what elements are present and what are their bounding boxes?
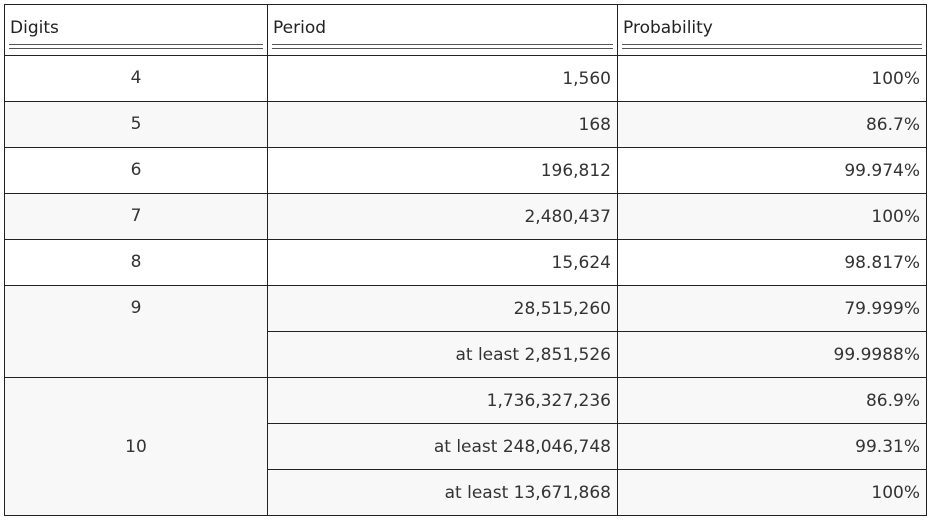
probability-cell: 99.9988% bbox=[617, 331, 927, 378]
digits-cell: 10 bbox=[4, 377, 268, 516]
header-probability: Probability bbox=[617, 4, 927, 56]
digits-cell: 6 bbox=[4, 147, 268, 194]
header-period-label: Period bbox=[273, 18, 327, 38]
header-digits-label: Digits bbox=[10, 18, 59, 38]
probability-cell: 99.974% bbox=[617, 147, 927, 194]
probability-cell: 86.9% bbox=[617, 377, 927, 424]
header-digits: Digits bbox=[4, 4, 268, 56]
header-row: Digits Period Probability bbox=[4, 4, 927, 56]
period-cell: at least 13,671,868 bbox=[267, 469, 618, 516]
probability-cell: 100% bbox=[617, 193, 927, 240]
probability-cell: 100% bbox=[617, 55, 927, 102]
period-cell: 2,480,437 bbox=[267, 193, 618, 240]
table-row: 4 1,560 100% bbox=[4, 55, 927, 102]
table-row: 6 196,812 99.974% bbox=[4, 147, 927, 194]
period-probability-table: Digits Period Probability 4 1,560 100% 5… bbox=[4, 4, 927, 516]
period-cell: 1,736,327,236 bbox=[267, 377, 618, 424]
table-row: at least 13,671,868 100% bbox=[5, 469, 927, 516]
period-cell: 168 bbox=[267, 101, 618, 148]
digits-cell: 7 bbox=[4, 193, 268, 240]
table-body: 4 1,560 100% 5 168 86.7% 6 196,812 99.97… bbox=[4, 55, 927, 516]
header-underline bbox=[622, 44, 922, 49]
table-row: 5 168 86.7% bbox=[4, 101, 927, 148]
digits-cell: 9 bbox=[4, 285, 268, 378]
header-period: Period bbox=[267, 4, 618, 56]
probability-cell: 79.999% bbox=[617, 285, 927, 332]
table-row: 8 15,624 98.817% bbox=[4, 239, 927, 286]
table-row: 7 2,480,437 100% bbox=[4, 193, 927, 240]
table-row: 10 1,736,327,236 86.9% bbox=[4, 377, 927, 516]
table-row: at least 2,851,526 99.9988% bbox=[5, 331, 927, 378]
digits-cell: 8 bbox=[4, 239, 268, 286]
period-cell: at least 248,046,748 bbox=[267, 423, 618, 470]
header-underline bbox=[9, 44, 263, 49]
probability-cell: 98.817% bbox=[617, 239, 927, 286]
table-header: Digits Period Probability bbox=[4, 4, 927, 56]
header-underline bbox=[272, 44, 613, 49]
period-cell: 196,812 bbox=[267, 147, 618, 194]
probability-cell: 100% bbox=[617, 469, 927, 516]
digits-cell: 5 bbox=[4, 101, 268, 148]
table-row: at least 248,046,748 99.31% bbox=[5, 423, 927, 470]
period-cell: at least 2,851,526 bbox=[267, 331, 618, 378]
period-cell: 1,560 bbox=[267, 55, 618, 102]
period-cell: 15,624 bbox=[267, 239, 618, 286]
table-row: 9 28,515,260 79.999% bbox=[4, 285, 927, 378]
header-probability-label: Probability bbox=[623, 18, 713, 38]
period-cell: 28,515,260 bbox=[267, 285, 618, 332]
probability-cell: 86.7% bbox=[617, 101, 927, 148]
probability-cell: 99.31% bbox=[617, 423, 927, 470]
digits-cell: 4 bbox=[4, 55, 268, 102]
